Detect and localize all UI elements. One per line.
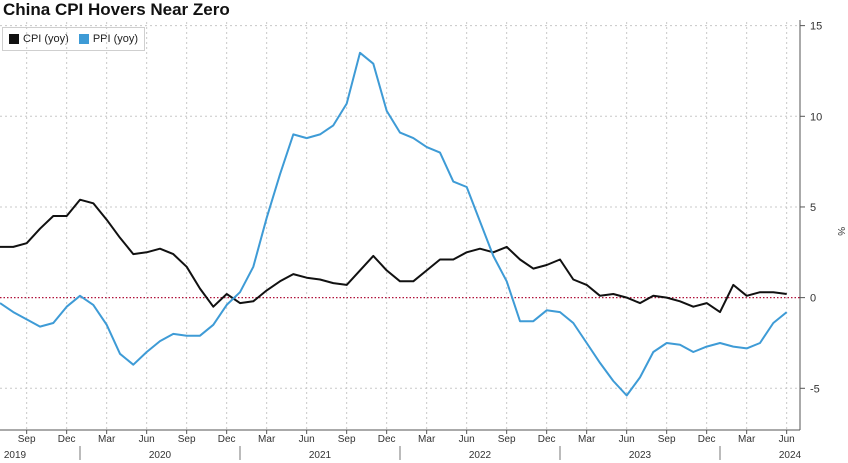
series-lines bbox=[0, 51, 788, 397]
series-line-cpi bbox=[0, 198, 787, 314]
legend-item-cpi: CPI (yoy) bbox=[9, 33, 69, 45]
legend: CPI (yoy) PPI (yoy) bbox=[2, 27, 146, 51]
x-tick-label: Dec bbox=[698, 434, 716, 445]
x-tick-label: Mar bbox=[98, 434, 116, 445]
x-tick-label: Jun bbox=[779, 434, 795, 445]
x-axis-years: 2019 2020 2021 2022 2023 2024 bbox=[4, 446, 802, 461]
x-tick-label: Jun bbox=[619, 434, 635, 445]
x-year-label: 2020 bbox=[149, 450, 172, 461]
legend-label-cpi: CPI (yoy) bbox=[23, 33, 69, 45]
x-tick-label: Jun bbox=[299, 434, 315, 445]
y-tick-label: 10 bbox=[810, 111, 822, 123]
legend-swatch-ppi bbox=[78, 34, 89, 44]
legend-label-ppi: PPI (yoy) bbox=[92, 33, 139, 45]
y-tick-label: -5 bbox=[810, 383, 820, 395]
x-tick-label: Dec bbox=[538, 434, 556, 445]
legend-swatch-cpi bbox=[9, 34, 19, 44]
x-tick-label: Mar bbox=[738, 434, 756, 445]
x-tick-label: Sep bbox=[498, 434, 516, 445]
x-year-label: 2024 bbox=[779, 450, 802, 461]
y-axis-ticks: 15 10 5 0 -5 bbox=[800, 21, 822, 395]
x-year-label: 2019 bbox=[4, 450, 27, 461]
x-tick-label: Sep bbox=[18, 434, 36, 445]
y-tick-label: 15 bbox=[810, 21, 822, 33]
x-axis-ticks: Sep Dec Mar Jun Sep Dec Mar Jun Sep Dec Mar Jun Sep D… bbox=[18, 430, 795, 445]
x-tick-label: Jun bbox=[459, 434, 475, 445]
x-tick-label: Dec bbox=[378, 434, 396, 445]
x-tick-label: Dec bbox=[58, 434, 76, 445]
series-line-ppi bbox=[0, 51, 788, 397]
x-tick-label: Sep bbox=[658, 434, 676, 445]
x-year-label: 2023 bbox=[629, 450, 652, 461]
x-tick-label: Sep bbox=[178, 434, 196, 445]
x-tick-label: Mar bbox=[578, 434, 596, 445]
x-tick-label: Jun bbox=[139, 434, 155, 445]
x-tick-label: Dec bbox=[218, 434, 236, 445]
x-tick-label: Mar bbox=[258, 434, 276, 445]
x-year-label: 2022 bbox=[469, 450, 492, 461]
chart-title: China CPI Hovers Near Zero bbox=[3, 0, 230, 19]
y-tick-label: 0 bbox=[810, 293, 816, 305]
x-year-label: 2021 bbox=[309, 450, 332, 461]
y-axis-unit-label: % bbox=[835, 227, 846, 236]
y-tick-label: 5 bbox=[810, 202, 816, 214]
grid bbox=[0, 22, 800, 430]
legend-item-ppi: PPI (yoy) bbox=[78, 33, 139, 45]
x-tick-label: Sep bbox=[338, 434, 356, 445]
x-tick-label: Mar bbox=[418, 434, 436, 445]
